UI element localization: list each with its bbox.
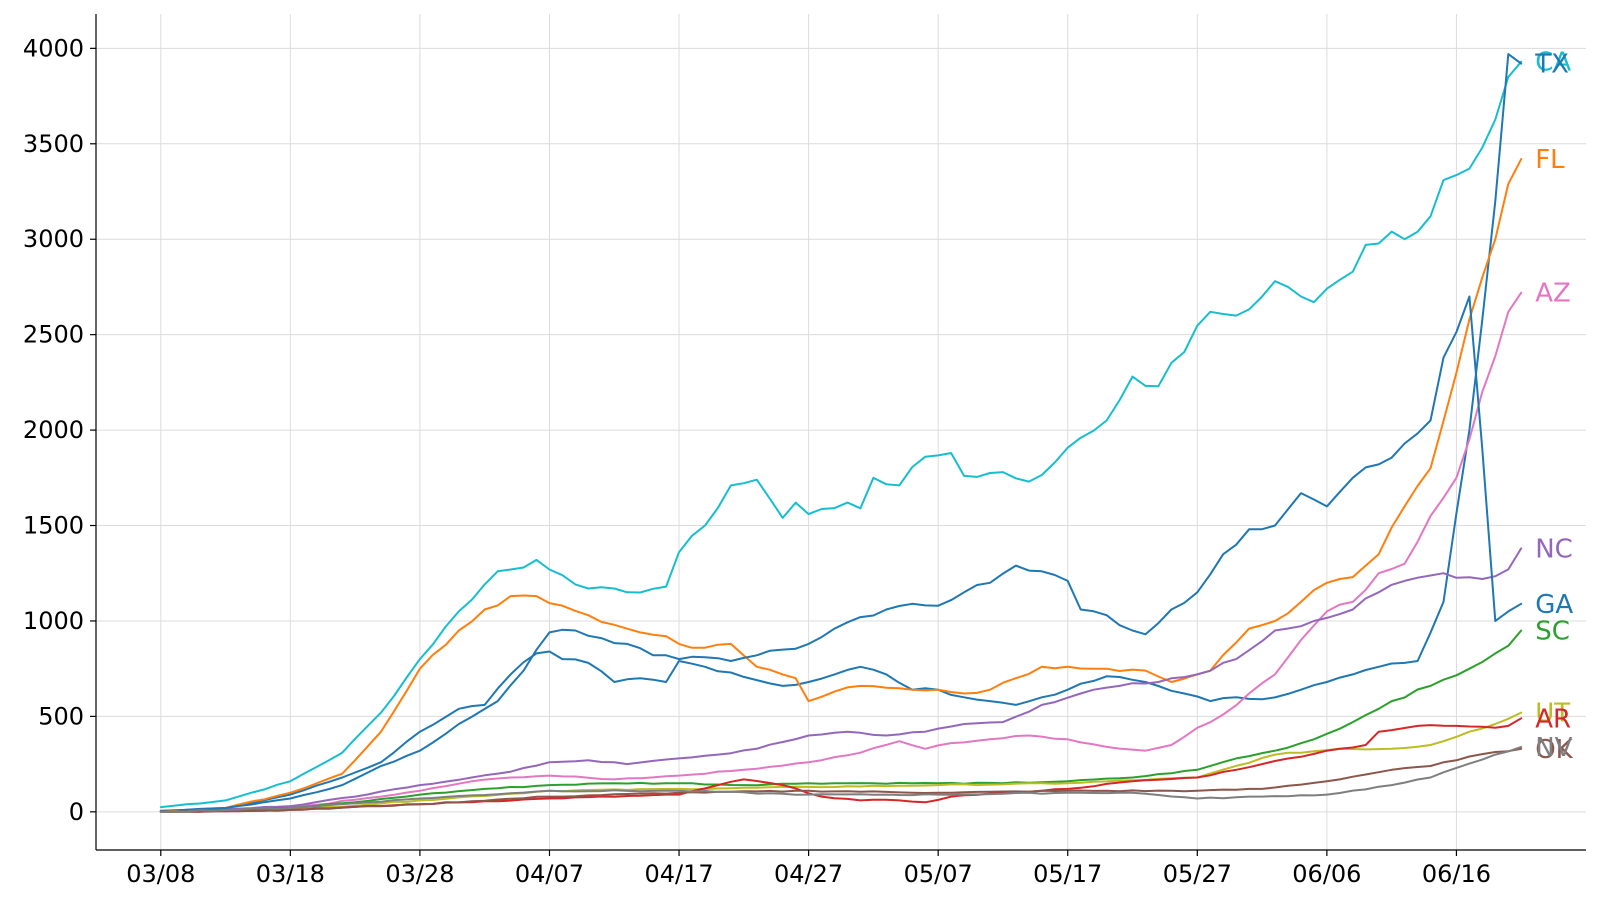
series-lines — [159, 53, 1523, 813]
y-tick-label: 4000 — [23, 34, 84, 62]
y-tick-label: 3500 — [23, 130, 84, 158]
series-line-ut — [159, 711, 1523, 813]
x-tick-label: 03/08 — [126, 860, 195, 888]
series-line-ca — [159, 60, 1523, 809]
series-label-ca: CA — [1535, 48, 1571, 78]
x-tick-label: 04/27 — [774, 860, 843, 888]
series-line-nv — [159, 745, 1523, 813]
x-tick-label: 05/27 — [1163, 860, 1232, 888]
series-line-ok — [159, 747, 1523, 813]
x-tick-label: 04/07 — [515, 860, 584, 888]
x-tick-label: 06/16 — [1422, 860, 1491, 888]
series-label-ok: OK — [1535, 735, 1573, 765]
y-tick-label: 1500 — [23, 512, 84, 540]
series-label-tx: TX — [1534, 50, 1569, 80]
series-label-sc: SC — [1535, 617, 1570, 647]
series-label-ar: AR — [1535, 704, 1571, 734]
series-label-ga: GA — [1535, 590, 1573, 620]
axes — [90, 14, 1586, 856]
series-label-fl: FL — [1535, 145, 1565, 175]
y-tick-label: 1000 — [23, 607, 84, 635]
series-line-ga — [159, 295, 1523, 812]
x-tick-label: 06/06 — [1292, 860, 1361, 888]
x-tick-label: 05/07 — [904, 860, 973, 888]
series-line-tx — [159, 53, 1523, 812]
y-tick-label: 500 — [38, 702, 84, 730]
y-tick-label: 2500 — [23, 321, 84, 349]
series-label-nv: NV — [1535, 733, 1572, 763]
y-tick-label: 0 — [69, 798, 84, 826]
x-tick-label: 04/17 — [644, 860, 713, 888]
tick-labels: 03/08 03/18 03/28 04/07 04/17 04/27 05/07 05/17… — [23, 34, 1491, 888]
series-label-az: AZ — [1535, 279, 1571, 309]
series-line-sc — [159, 629, 1523, 813]
series-line-nc — [159, 547, 1523, 813]
y-tick-label: 3000 — [23, 225, 84, 253]
series-line-az — [159, 291, 1523, 813]
x-tick-label: 05/17 — [1033, 860, 1102, 888]
series-line-fl — [159, 158, 1523, 812]
grid-lines — [96, 14, 1586, 850]
y-tick-label: 2000 — [23, 416, 84, 444]
series-label-ut: UT — [1535, 699, 1570, 729]
x-tick-label: 03/18 — [256, 860, 325, 888]
series-label-nc: NC — [1535, 534, 1573, 564]
x-tick-label: 03/28 — [385, 860, 454, 888]
